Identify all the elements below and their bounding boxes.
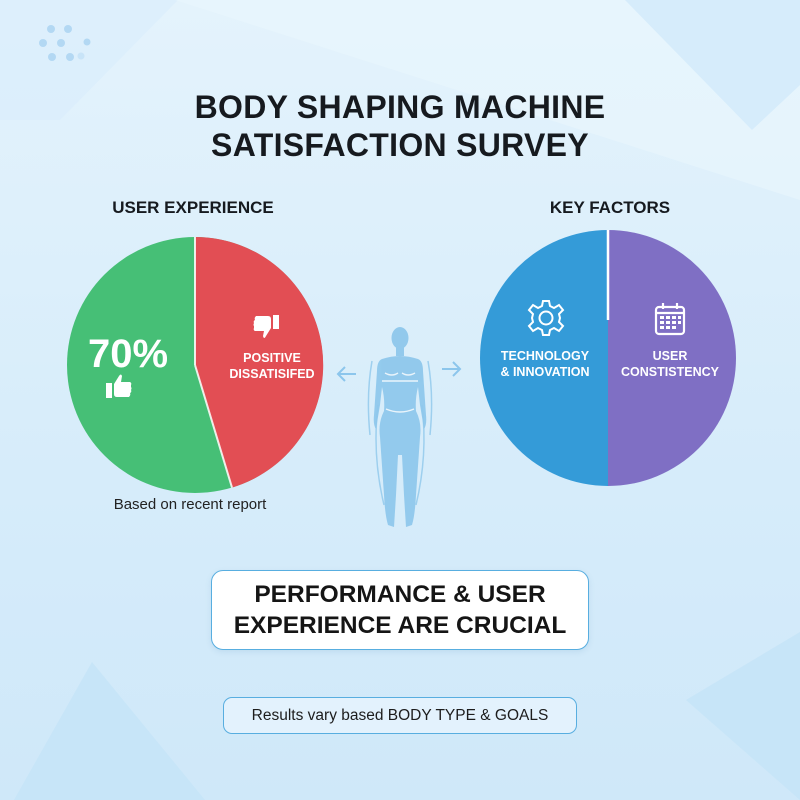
dots-decoration [39, 25, 91, 61]
dissatisfied-label: POSITIVE DISSATISIFED [222, 350, 322, 382]
page-title: BODY SHAPING MACHINE SATISFACTION SURVEY [0, 88, 800, 164]
title-line-2: SATISFACTION SURVEY [211, 127, 589, 163]
banner-line-1: PERFORMANCE & USER [254, 581, 546, 608]
key-factors-pie-chart [480, 230, 736, 486]
technology-label: TECHNOLOGY & INNOVATION [485, 348, 605, 380]
consistency-label-line-2: CONSTISTENCY [621, 365, 719, 379]
banner-line-2: EXPERIENCE ARE CRUCIAL [233, 612, 567, 639]
thumbs-up-icon [106, 374, 132, 398]
key-message-banner: PERFORMANCE & USER EXPERIENCE ARE CRUCIA… [211, 570, 589, 650]
calendar-icon [654, 303, 686, 336]
disclaimer-note: Results vary based BODY TYPE & GOALS [223, 697, 577, 734]
arrow-right-icon [442, 361, 462, 377]
positive-percentage: 70% [88, 332, 169, 376]
title-line-1: BODY SHAPING MACHINE [194, 89, 606, 125]
dissatisfied-label-line-1: POSITIVE [243, 351, 301, 365]
technology-label-line-2: & INNOVATION [500, 365, 590, 379]
technology-label-line-1: TECHNOLOGY [500, 349, 590, 363]
gear-icon [527, 300, 565, 336]
pie-slice-consistency [608, 230, 736, 486]
pie-slice-technology [480, 230, 608, 486]
chart-caption: Based on recent report [113, 496, 267, 513]
consistency-label-line-1: USER [652, 349, 688, 363]
arrow-left-icon [336, 366, 356, 382]
pie-slice-dissatisfied [195, 236, 324, 488]
body-silhouette [367, 327, 433, 527]
disclaimer-text: Results vary based BODY TYPE & GOALS [251, 706, 549, 724]
key-factors-heading: KEY FACTORS [549, 198, 671, 217]
thumbs-down-icon [253, 315, 279, 338]
user-experience-pie-chart [67, 236, 324, 493]
user-experience-heading: USER EXPERIENCE [112, 198, 274, 217]
consistency-label: USER CONSTISTENCY [610, 348, 730, 380]
dissatisfied-label-line-2: DISSATISIFED [229, 367, 315, 381]
